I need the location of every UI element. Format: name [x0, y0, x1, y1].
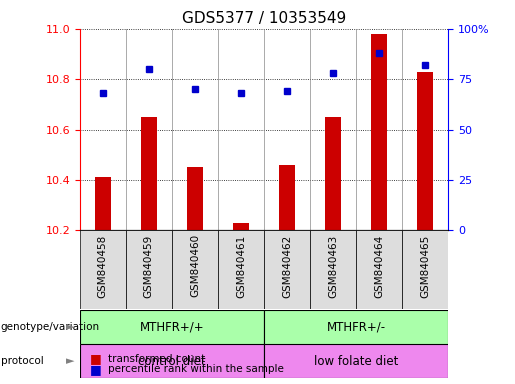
Text: GSM840463: GSM840463: [328, 234, 338, 298]
Bar: [264, 310, 448, 344]
Bar: [80, 310, 264, 344]
Bar: [371, 34, 387, 230]
Title: GDS5377 / 10353549: GDS5377 / 10353549: [182, 11, 346, 26]
Bar: [187, 167, 203, 230]
Bar: [402, 230, 448, 309]
Bar: [80, 230, 126, 309]
Bar: [141, 117, 157, 230]
Bar: [279, 165, 295, 230]
Text: GSM840462: GSM840462: [282, 234, 292, 298]
Text: MTHFR+/+: MTHFR+/+: [140, 320, 204, 333]
Bar: [126, 230, 172, 309]
Text: GSM840465: GSM840465: [420, 234, 430, 298]
Text: GSM840458: GSM840458: [98, 234, 108, 298]
Bar: [417, 72, 433, 230]
Text: low folate diet: low folate diet: [314, 355, 398, 368]
Text: transformed count: transformed count: [108, 354, 205, 364]
Bar: [310, 230, 356, 309]
Text: GSM840459: GSM840459: [144, 234, 154, 298]
Text: ►: ►: [66, 322, 75, 332]
Bar: [172, 230, 218, 309]
Text: MTHFR+/-: MTHFR+/-: [327, 320, 386, 333]
Bar: [233, 223, 249, 230]
Bar: [356, 230, 402, 309]
Text: ■: ■: [90, 353, 102, 366]
Text: GSM840460: GSM840460: [190, 234, 200, 298]
Bar: [325, 117, 341, 230]
Text: genotype/variation: genotype/variation: [1, 322, 99, 332]
Text: control diet: control diet: [138, 355, 205, 368]
Bar: [95, 177, 111, 230]
Bar: [264, 230, 310, 309]
Bar: [218, 230, 264, 309]
Text: ■: ■: [90, 363, 102, 376]
Text: GSM840464: GSM840464: [374, 234, 384, 298]
Bar: [80, 344, 264, 378]
Text: ►: ►: [66, 356, 75, 366]
Text: protocol: protocol: [1, 356, 43, 366]
Text: percentile rank within the sample: percentile rank within the sample: [108, 364, 284, 374]
Bar: [264, 344, 448, 378]
Text: GSM840461: GSM840461: [236, 234, 246, 298]
